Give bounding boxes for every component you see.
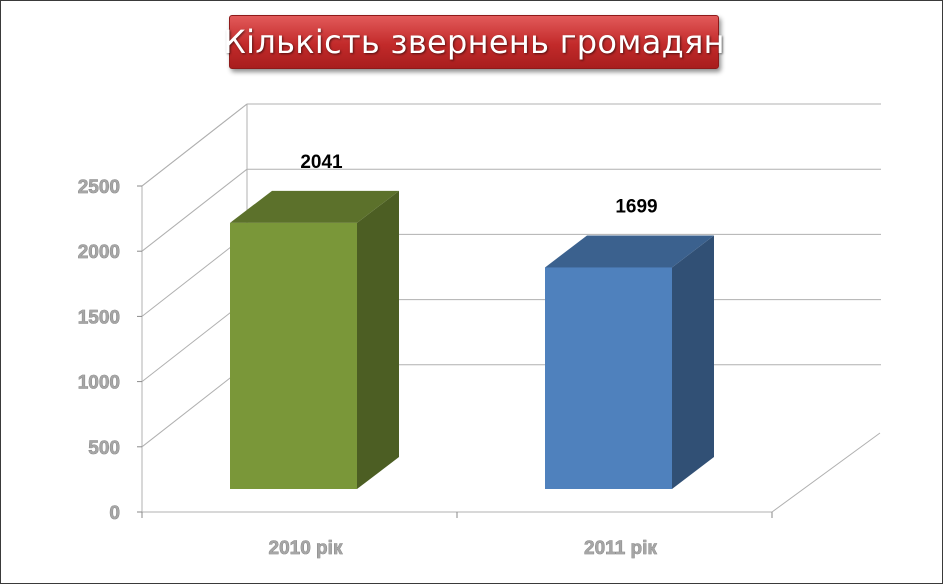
y-tick-label: 1500 <box>78 307 120 328</box>
x-axis-labels: 2010 рік 2011 рік <box>268 538 658 560</box>
grid-diagonal <box>141 168 248 252</box>
bar <box>545 267 672 489</box>
bar <box>230 222 357 489</box>
data-label: 2041 <box>300 152 343 173</box>
bar-side-face <box>672 235 714 489</box>
bars <box>230 190 714 489</box>
bar-top-face <box>545 235 714 268</box>
data-label: 1699 <box>615 196 657 217</box>
chart-title: Кількість звернень громадян <box>223 23 725 61</box>
y-axis-ticks: 0 500 1000 1500 2000 2500 <box>77 177 773 524</box>
grid-diagonal <box>141 364 248 448</box>
grid-diagonal <box>141 299 248 382</box>
grid-diagonal <box>141 103 248 187</box>
y-tick-label: 2000 <box>78 242 120 263</box>
grid-diagonal <box>141 234 248 317</box>
x-category-label: 2011 рік <box>584 538 657 559</box>
bar-side-face <box>357 190 399 489</box>
chart-title-box: Кількість звернень громадян <box>223 15 725 69</box>
y-tick-label: 2500 <box>78 177 120 198</box>
x-category-label: 2010 рік <box>269 538 343 559</box>
y-tick-label: 500 <box>88 438 120 459</box>
bar-top-face <box>230 190 399 223</box>
y-tick-label: 0 <box>109 503 120 524</box>
data-labels: 2041 1699 <box>300 152 657 218</box>
y-tick-label: 1000 <box>78 373 120 394</box>
